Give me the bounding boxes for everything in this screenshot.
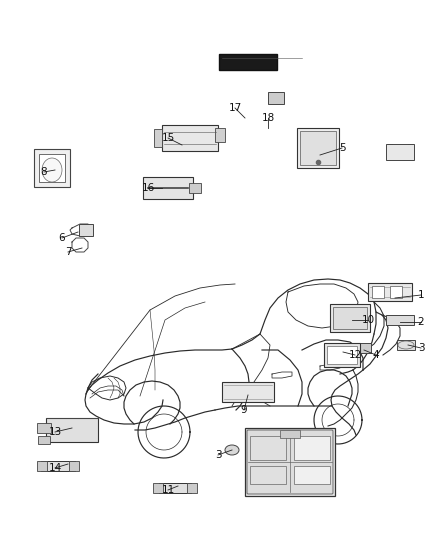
Bar <box>268 92 284 104</box>
Bar <box>189 183 201 193</box>
Bar <box>372 286 384 298</box>
Text: 16: 16 <box>141 183 155 193</box>
Bar <box>219 54 277 70</box>
Text: 18: 18 <box>261 113 275 123</box>
Bar <box>333 307 367 329</box>
Text: 13: 13 <box>48 427 62 437</box>
Bar <box>250 466 286 484</box>
Bar <box>294 466 330 484</box>
Text: 8: 8 <box>41 167 47 177</box>
Bar <box>46 418 98 442</box>
Bar <box>368 283 412 301</box>
Bar <box>280 430 300 438</box>
Bar <box>294 436 330 460</box>
Bar <box>297 128 339 168</box>
Bar <box>245 428 335 496</box>
Text: 15: 15 <box>161 133 175 143</box>
Text: 10: 10 <box>361 315 374 325</box>
Text: 12: 12 <box>348 350 362 360</box>
Bar <box>222 382 274 402</box>
Text: 2: 2 <box>418 317 424 327</box>
Bar <box>300 131 336 165</box>
Text: 11: 11 <box>161 485 175 495</box>
Bar <box>38 436 50 444</box>
Bar <box>37 423 51 433</box>
Text: 14: 14 <box>48 463 62 473</box>
Bar <box>390 286 402 298</box>
Text: 4: 4 <box>373 350 379 360</box>
Bar <box>153 483 163 493</box>
Bar <box>397 340 415 350</box>
Text: 9: 9 <box>241 405 247 415</box>
Bar <box>349 343 371 353</box>
Ellipse shape <box>398 341 414 349</box>
Text: 3: 3 <box>215 450 221 460</box>
Bar <box>250 436 286 460</box>
Bar <box>41 461 75 471</box>
Bar <box>143 177 193 199</box>
Bar <box>34 149 70 187</box>
Text: 5: 5 <box>339 143 345 153</box>
Text: 6: 6 <box>59 233 65 243</box>
Bar <box>79 224 93 236</box>
Bar <box>386 144 414 160</box>
Bar <box>330 304 370 332</box>
Bar <box>187 483 197 493</box>
Bar <box>159 483 191 493</box>
Bar <box>37 461 47 471</box>
Bar <box>39 154 65 182</box>
Text: 3: 3 <box>418 343 424 353</box>
Bar <box>162 125 218 151</box>
Ellipse shape <box>225 445 239 455</box>
Bar <box>154 129 162 147</box>
Ellipse shape <box>42 158 62 182</box>
FancyBboxPatch shape <box>247 430 333 494</box>
Bar <box>324 343 360 367</box>
Bar <box>69 461 79 471</box>
Text: 17: 17 <box>228 103 242 113</box>
Bar <box>327 346 357 364</box>
Bar <box>386 315 414 325</box>
Text: 7: 7 <box>65 247 71 257</box>
Bar <box>215 128 225 142</box>
Text: 1: 1 <box>418 290 424 300</box>
